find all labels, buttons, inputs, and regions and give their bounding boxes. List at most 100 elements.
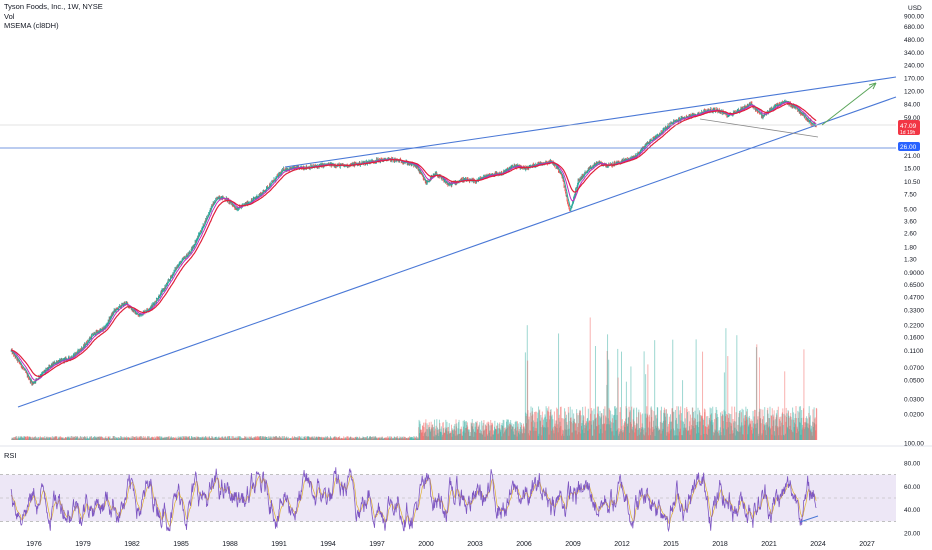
volume-bar <box>52 437 54 440</box>
volume-bar <box>743 415 745 440</box>
volume-bar <box>345 438 347 440</box>
volume-bar <box>135 436 137 440</box>
volume-bar <box>16 438 18 440</box>
volume-bar <box>641 427 643 440</box>
volume-bar <box>771 434 773 440</box>
volume-bar <box>678 414 680 440</box>
volume-bar <box>143 438 145 440</box>
volume-bar <box>291 437 293 440</box>
volume-bar <box>161 436 163 440</box>
volume-bar <box>472 429 474 440</box>
volume-bar <box>126 436 128 440</box>
volume-bar <box>458 433 460 440</box>
volume-bar <box>424 422 426 440</box>
y-tick-label: 680.00 <box>904 24 924 31</box>
volume-bar <box>67 436 69 440</box>
y-tick-label: 5.00 <box>904 206 917 213</box>
volume-bar <box>61 438 63 440</box>
volume-bar <box>432 436 434 440</box>
volume-bar <box>634 428 636 440</box>
volume-bar <box>199 438 201 440</box>
volume-bar <box>417 437 419 440</box>
volume-bar <box>556 427 558 440</box>
volume-bar <box>692 412 694 440</box>
volume-bar <box>764 430 766 440</box>
volume-bar <box>384 437 386 440</box>
volume-bar <box>476 423 478 440</box>
volume-bar <box>468 429 470 440</box>
upper-trendline <box>284 76 897 168</box>
volume-bar <box>17 438 19 440</box>
rsi-pane-label: RSI <box>4 451 17 460</box>
y-tick-label: 0.2200 <box>904 322 924 329</box>
volume-bar <box>685 429 687 440</box>
volume-bar <box>379 438 381 440</box>
volume-bar <box>84 438 86 440</box>
volume-bar <box>757 419 759 440</box>
volume-bar <box>533 411 535 440</box>
volume-bar <box>182 436 184 440</box>
volume-bar <box>513 424 515 440</box>
volume-bar <box>743 434 745 440</box>
volume-bar <box>251 438 253 440</box>
volume-bar <box>150 438 152 440</box>
volume-bar <box>108 438 110 440</box>
volume-bar <box>32 438 34 440</box>
volume-bar <box>598 424 600 440</box>
volume-bar <box>549 419 551 440</box>
volume-bar <box>630 366 632 440</box>
volume-bar <box>265 437 267 440</box>
volume-bar <box>680 413 682 440</box>
volume-bar <box>498 423 500 440</box>
volume-bar <box>474 431 476 440</box>
volume-bar <box>39 438 41 440</box>
volume-bar <box>658 429 660 440</box>
volume-bar <box>398 438 400 440</box>
volume-bar <box>614 406 616 440</box>
volume-bar <box>38 438 40 440</box>
volume-bar <box>108 436 110 440</box>
volume-bar <box>114 436 116 440</box>
volume-bar <box>501 425 503 440</box>
volume-bar <box>478 426 480 440</box>
volume-bar <box>145 438 147 440</box>
volume-bar <box>711 419 713 440</box>
volume-bar <box>766 410 768 440</box>
volume-bar <box>477 429 479 440</box>
volume-bar <box>595 417 597 440</box>
volume-bar <box>471 426 473 440</box>
volume-bar <box>755 428 757 440</box>
volume-bar <box>651 409 653 440</box>
volume-bar <box>323 437 325 440</box>
volume-bar <box>189 438 191 440</box>
volume-bar <box>691 407 693 440</box>
volume-bar <box>806 418 808 440</box>
volume-bar <box>188 436 190 440</box>
volume-bar <box>97 437 99 440</box>
volume-bar <box>467 429 469 440</box>
volume-bar <box>173 437 175 440</box>
volume-bar <box>772 414 774 440</box>
volume-bar <box>69 437 71 440</box>
volume-bar <box>54 437 56 440</box>
volume-bar <box>142 438 144 440</box>
volume-bar <box>497 434 499 440</box>
volume-bar <box>736 335 738 440</box>
volume-bar <box>241 437 243 440</box>
volume-bar <box>599 410 601 440</box>
volume-bar <box>493 431 495 440</box>
volume-bar <box>450 432 452 440</box>
volume-bar <box>221 436 223 440</box>
volume-bar <box>723 428 725 440</box>
volume-bar <box>576 413 578 440</box>
volume-bar <box>582 415 584 440</box>
volume-bar <box>396 436 398 440</box>
y-tick-label: 0.0500 <box>904 377 924 384</box>
volume-bar <box>673 435 675 440</box>
volume-bar <box>668 433 670 440</box>
volume-bar <box>507 419 509 440</box>
volume-bar <box>662 422 664 440</box>
volume-bar <box>647 364 649 440</box>
volume-bar <box>166 436 168 440</box>
